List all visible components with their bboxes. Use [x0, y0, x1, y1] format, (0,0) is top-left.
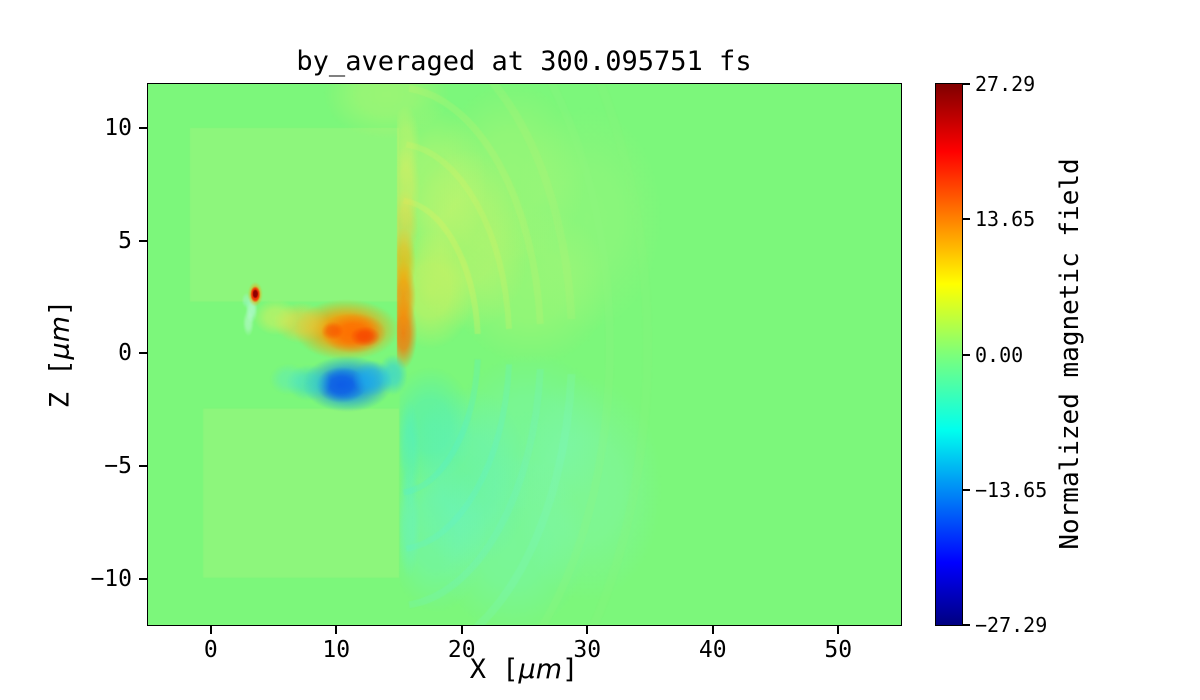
x-tick-mark [460, 626, 463, 634]
y-tick-label: 10 [104, 114, 132, 141]
x-tick-mark [586, 626, 589, 634]
y-tick-label: −10 [90, 565, 132, 592]
y-axis-label-suffix: ] [44, 299, 76, 316]
colorbar-tick-label: 0.00 [975, 342, 1024, 367]
colorbar-tick-mark [963, 353, 970, 356]
y-tick-label: −5 [104, 453, 132, 480]
colorbar-tick-label: −13.65 [975, 477, 1048, 502]
x-tick-mark [711, 626, 714, 634]
plot-title: by_averaged at 300.095751 fs [296, 46, 752, 77]
x-tick-mark [837, 626, 840, 634]
x-tick-label: 20 [447, 637, 476, 663]
y-tick-mark [139, 126, 148, 129]
colorbar-label: Normalized magnetic field [1055, 158, 1085, 550]
y-tick-label: 5 [118, 227, 132, 254]
x-axis-label: X [μm] [470, 654, 579, 685]
x-axis-label-suffix: ] [562, 654, 579, 685]
x-tick-label: 40 [698, 637, 727, 663]
colorbar-tick-mark [963, 624, 970, 626]
y-tick-mark [139, 465, 148, 468]
y-axis-label-prefix: Z [ [44, 359, 76, 409]
y-tick-mark [139, 577, 148, 580]
x-tick-label: 0 [203, 637, 218, 663]
colorbar-tick-label: −27.29 [975, 613, 1048, 637]
plot-area [147, 83, 902, 626]
colorbar-tick-label: 27.29 [975, 72, 1036, 96]
x-tick-label: 30 [573, 637, 602, 663]
y-tick-label: 0 [118, 340, 132, 367]
colorbar-tick-label: 13.65 [975, 207, 1036, 232]
x-axis-label-prefix: X [ [469, 654, 519, 685]
x-tick-mark [209, 626, 212, 634]
x-tick-label: 50 [824, 637, 853, 663]
colorbar [935, 83, 963, 626]
colorbar-tick-mark [963, 218, 970, 221]
x-tick-mark [335, 626, 338, 634]
colorbar-tick-mark [963, 488, 970, 491]
x-tick-label: 10 [322, 637, 351, 663]
y-tick-mark [139, 352, 148, 355]
y-tick-mark [139, 239, 148, 242]
heatmap-canvas [148, 84, 901, 625]
x-axis-label-unit: μm [518, 654, 562, 685]
colorbar-tick-mark [963, 83, 970, 85]
